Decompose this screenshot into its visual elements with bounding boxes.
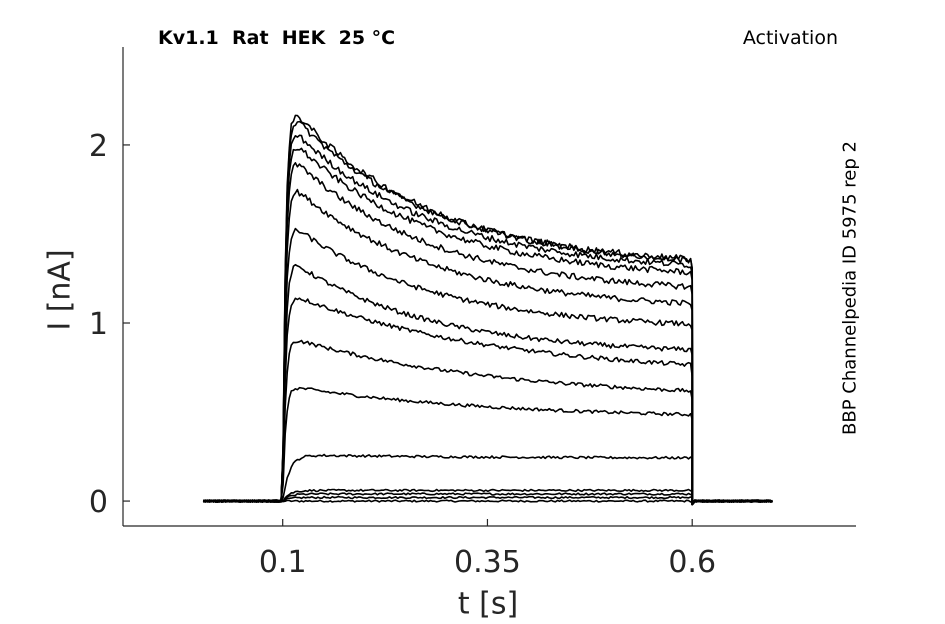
protocol-label: Activation: [742, 27, 838, 49]
trace-line: [202, 162, 773, 506]
trace-line: [203, 134, 773, 506]
y-tick-label: 2: [89, 129, 108, 164]
trace-line: [203, 488, 773, 506]
trace-line: [202, 263, 774, 506]
trace-line: [202, 147, 773, 506]
x-tick-label: 0.6: [668, 545, 716, 580]
trace-line: [203, 188, 773, 506]
trace-line: [203, 492, 773, 506]
y-axis-label: I [nA]: [42, 249, 78, 331]
x-axis-label: t [s]: [457, 586, 519, 622]
trace-line: [202, 495, 773, 506]
trace-line: [203, 386, 773, 506]
trace-line: [202, 120, 773, 506]
y-tick-label: 1: [89, 307, 108, 342]
trace-line: [203, 453, 773, 506]
y-tick-label: 0: [89, 485, 108, 520]
axes: 0.1 0.35 0.6 0 1 2: [89, 47, 856, 580]
x-tick-label: 0.1: [259, 545, 307, 580]
current-traces: [202, 114, 774, 506]
trace-line: [203, 297, 773, 506]
trace-line: [203, 339, 773, 506]
trace-line: [203, 499, 773, 506]
trace-line: [203, 227, 773, 506]
source-label: BBP Channelpedia ID 5975 rep 2: [839, 141, 861, 435]
x-tick-label: 0.35: [454, 545, 521, 580]
chart-title: Kv1.1 Rat HEK 25 °C: [158, 27, 396, 49]
trace-line: [202, 114, 773, 506]
